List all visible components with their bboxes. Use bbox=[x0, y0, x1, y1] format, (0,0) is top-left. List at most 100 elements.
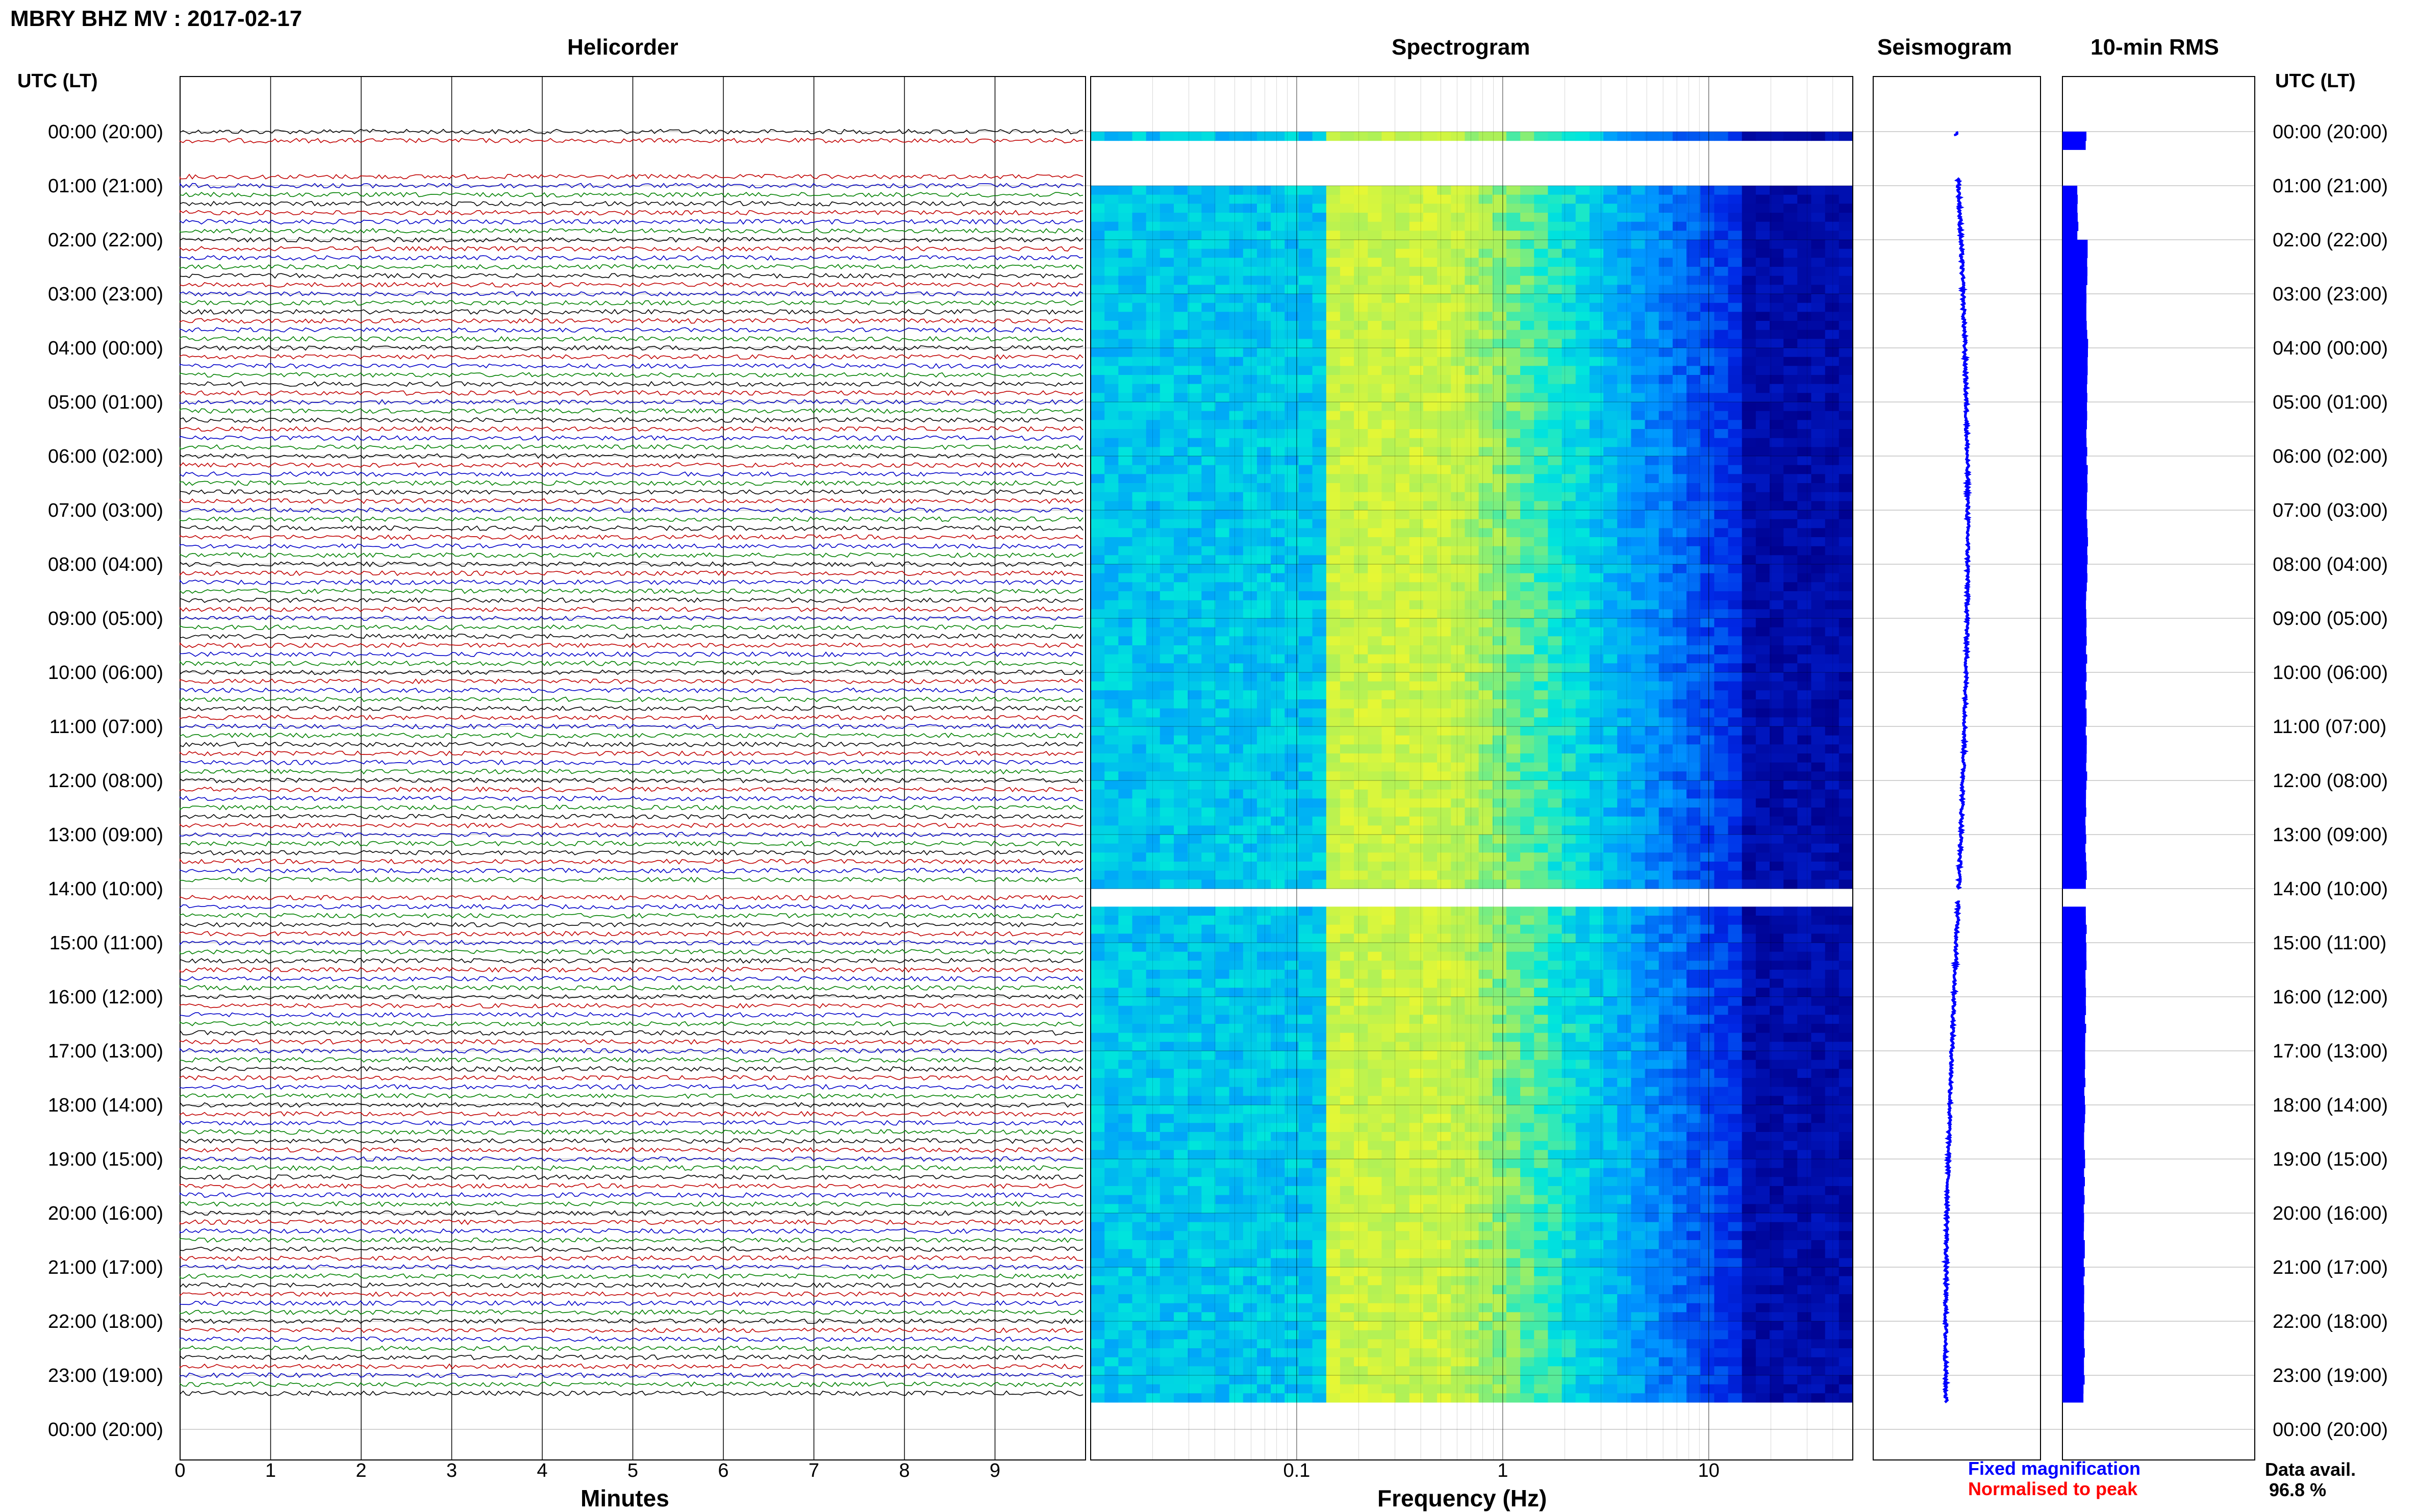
spectrogram-cell bbox=[1700, 654, 1715, 664]
spectrogram-cell bbox=[1783, 582, 1798, 591]
spectrogram-cell bbox=[1617, 771, 1631, 780]
spectrogram-cell bbox=[1104, 447, 1119, 456]
spectrogram-cell bbox=[1728, 844, 1743, 853]
spectrogram-cell bbox=[1104, 240, 1119, 249]
spectrogram-cell bbox=[1659, 744, 1673, 753]
spectrogram-cell bbox=[1548, 492, 1562, 501]
spectrogram-cell bbox=[1437, 483, 1451, 492]
spectrogram-cell bbox=[1132, 871, 1147, 880]
spectrogram-cell bbox=[1299, 555, 1313, 564]
spectrogram-cell bbox=[1548, 925, 1562, 934]
spectrogram-cell bbox=[1686, 294, 1701, 303]
spectrogram-cell bbox=[1437, 726, 1451, 736]
spectrogram-cell bbox=[1132, 528, 1147, 537]
spectrogram-cell bbox=[1188, 132, 1202, 141]
spectrogram-cell bbox=[1229, 835, 1244, 844]
spectrogram-cell bbox=[1645, 852, 1659, 862]
spectrogram-cell bbox=[1811, 717, 1826, 726]
spectrogram-cell bbox=[1396, 717, 1410, 726]
spectrogram-cell bbox=[1590, 267, 1604, 276]
spectrogram-cell bbox=[1437, 744, 1451, 753]
spectrogram-cell bbox=[1229, 528, 1244, 537]
spectrogram-cell bbox=[1465, 970, 1479, 979]
spectrogram-cell bbox=[1576, 717, 1590, 726]
spectrogram-cell bbox=[1493, 402, 1507, 411]
spectrogram-cell bbox=[1756, 456, 1770, 465]
spectrogram-cell bbox=[1216, 330, 1230, 339]
spectrogram-cell bbox=[1216, 952, 1230, 961]
spectrogram-cell bbox=[1534, 952, 1548, 961]
spectrogram-cell bbox=[1506, 564, 1521, 573]
spectrogram-cell bbox=[1132, 447, 1147, 456]
spectrogram-cell bbox=[1368, 835, 1382, 844]
spectrogram-cell bbox=[1409, 763, 1424, 772]
spectrogram-cell bbox=[1271, 600, 1285, 610]
spectrogram-cell bbox=[1839, 798, 1853, 808]
helicorder-trace bbox=[180, 1057, 1083, 1062]
spectrogram-cell bbox=[1299, 456, 1313, 465]
spectrogram-cell bbox=[1381, 294, 1396, 303]
spectrogram-cell bbox=[1811, 222, 1826, 231]
spectrogram-cell bbox=[1201, 429, 1216, 438]
spectrogram-cell bbox=[1216, 231, 1230, 240]
spectrogram-cell bbox=[1686, 519, 1701, 528]
spectrogram-cell bbox=[1631, 682, 1645, 691]
spectrogram-cell bbox=[1146, 798, 1161, 808]
spectrogram-cell bbox=[1645, 609, 1659, 618]
spectrogram-cell bbox=[1326, 600, 1341, 610]
spectrogram-cell bbox=[1562, 672, 1576, 682]
spectrogram-cell bbox=[1590, 709, 1604, 718]
spectrogram-cell bbox=[1825, 645, 1840, 654]
spectrogram-cell bbox=[1700, 699, 1715, 709]
spectrogram-cell bbox=[1271, 429, 1285, 438]
spectrogram-cell bbox=[1396, 537, 1410, 546]
spectrogram-cell bbox=[1714, 600, 1728, 610]
spectrogram-cell bbox=[1659, 420, 1673, 429]
spectrogram-cell bbox=[1659, 709, 1673, 718]
spectrogram-cell bbox=[1534, 438, 1548, 447]
spectrogram-cell bbox=[1603, 934, 1618, 943]
spectrogram-cell bbox=[1839, 402, 1853, 411]
spectrogram-cell bbox=[1797, 763, 1811, 772]
spectrogram-cell bbox=[1174, 879, 1188, 889]
spectrogram-cell bbox=[1825, 709, 1840, 718]
spectrogram-cell bbox=[1423, 240, 1438, 249]
spectrogram-cell bbox=[1354, 862, 1368, 871]
spectrogram-cell bbox=[1465, 699, 1479, 709]
spectrogram-cell bbox=[1313, 726, 1327, 736]
spectrogram-cell bbox=[1354, 303, 1368, 312]
spectrogram-cell bbox=[1229, 790, 1244, 799]
spectrogram-cell bbox=[1257, 510, 1271, 519]
spectrogram-cell bbox=[1479, 564, 1493, 573]
helicorder-trace bbox=[180, 1030, 1083, 1035]
spectrogram-cell bbox=[1381, 528, 1396, 537]
spectrogram-cell bbox=[1659, 429, 1673, 438]
spectrogram-cell bbox=[1132, 312, 1147, 321]
spectrogram-cell bbox=[1770, 357, 1784, 366]
spectrogram-cell bbox=[1368, 537, 1382, 546]
spectrogram-cell bbox=[1174, 519, 1188, 528]
spectrogram-cell bbox=[1645, 906, 1659, 916]
spectrogram-cell bbox=[1520, 609, 1534, 618]
spectrogram-cell bbox=[1520, 528, 1534, 537]
spectrogram-cell bbox=[1562, 447, 1576, 456]
spectrogram-cell bbox=[1839, 925, 1853, 934]
spectrogram-cell bbox=[1409, 267, 1424, 276]
spectrogram-cell bbox=[1188, 285, 1202, 294]
spectrogram-cell bbox=[1160, 537, 1174, 546]
spectrogram-cell bbox=[1520, 771, 1534, 780]
spectrogram-cell bbox=[1368, 609, 1382, 618]
spectrogram-cell bbox=[1257, 744, 1271, 753]
spectrogram-cell bbox=[1313, 790, 1327, 799]
spectrogram-cell bbox=[1368, 645, 1382, 654]
spectrogram-cell bbox=[1534, 519, 1548, 528]
spectrogram-cell bbox=[1299, 501, 1313, 510]
spectrogram-cell bbox=[1590, 934, 1604, 943]
spectrogram-cell bbox=[1783, 798, 1798, 808]
spectrogram-cell bbox=[1742, 744, 1756, 753]
spectrogram-cell bbox=[1146, 952, 1161, 961]
spectrogram-cell bbox=[1299, 573, 1313, 583]
spectrogram-cell bbox=[1493, 240, 1507, 249]
spectrogram-cell bbox=[1257, 798, 1271, 808]
spectrogram-cell bbox=[1340, 240, 1354, 249]
